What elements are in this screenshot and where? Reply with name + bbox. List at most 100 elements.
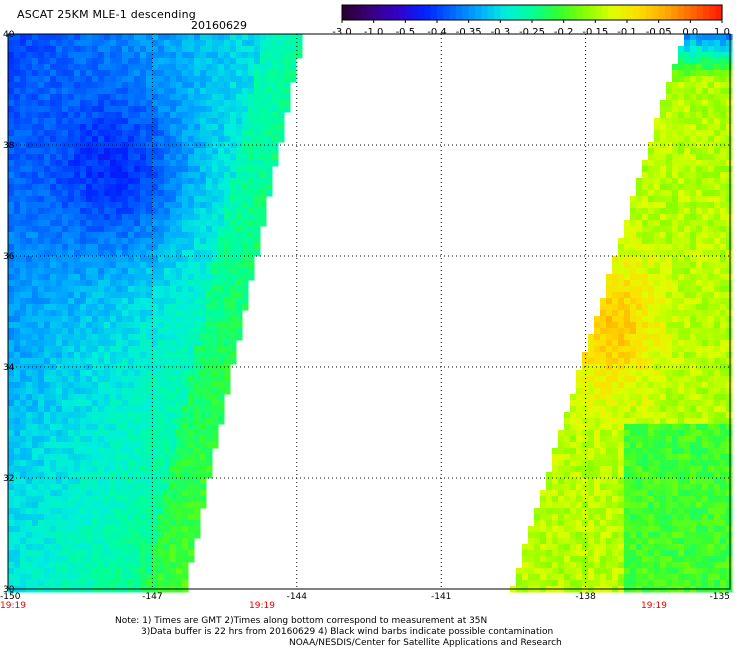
swath-cell xyxy=(32,532,39,539)
swath-cell xyxy=(140,370,147,377)
swath-cell xyxy=(50,286,57,293)
swath-cell xyxy=(116,208,123,215)
swath-cell xyxy=(266,124,273,131)
swath-cell xyxy=(212,310,219,317)
swath-cell xyxy=(110,388,117,395)
swath-cell xyxy=(104,286,111,293)
swath-cell xyxy=(134,466,141,473)
swath-cell xyxy=(20,358,27,365)
swath-cell xyxy=(242,190,249,197)
swath-cell xyxy=(684,94,691,101)
swath-cell xyxy=(624,370,631,377)
colorbar-swatch xyxy=(437,5,444,20)
swath-cell xyxy=(8,448,15,455)
swath-cell xyxy=(104,490,111,497)
swath-cell xyxy=(92,370,99,377)
swath-cell xyxy=(110,514,117,521)
swath-cell xyxy=(182,382,189,389)
swath-cell xyxy=(38,148,45,155)
swath-cell xyxy=(666,328,673,335)
swath-cell xyxy=(708,250,715,257)
swath-cell xyxy=(672,106,679,113)
swath-cell xyxy=(678,130,685,137)
swath-cell xyxy=(278,40,285,47)
swath-cell xyxy=(50,418,57,425)
swath-cell xyxy=(176,172,183,179)
swath-cell xyxy=(26,334,33,341)
swath-cell xyxy=(212,436,219,443)
swath-cell xyxy=(672,124,679,131)
swath-cell xyxy=(92,304,99,311)
swath-cell xyxy=(152,358,159,365)
swath-cell xyxy=(62,52,69,59)
swath-cell xyxy=(212,82,219,89)
swath-cell xyxy=(218,112,225,119)
swath-cell xyxy=(230,154,237,161)
swath-cell xyxy=(696,232,703,239)
swath-cell xyxy=(182,364,189,371)
swath-cell xyxy=(272,52,279,59)
swath-cell xyxy=(708,64,715,71)
swath-cell xyxy=(86,442,93,449)
swath-cell xyxy=(98,220,105,227)
swath-cell xyxy=(98,160,105,167)
swath-cell xyxy=(140,346,147,353)
swath-cell xyxy=(206,352,213,359)
swath-cell xyxy=(200,238,207,245)
swath-cell xyxy=(708,334,715,341)
swath-cell xyxy=(188,142,195,149)
swath-cell xyxy=(708,148,715,155)
swath-cell xyxy=(636,196,643,203)
swath-cell xyxy=(206,412,213,419)
swath-cell xyxy=(690,202,697,209)
swath-cell xyxy=(678,412,685,419)
swath-cell xyxy=(62,118,69,125)
swath-cell xyxy=(612,358,619,365)
swath-cell xyxy=(248,52,255,59)
swath-cell xyxy=(606,400,613,407)
swath-cell xyxy=(170,526,177,533)
swath-cell xyxy=(128,406,135,413)
swath-cell xyxy=(672,376,679,383)
swath-cell xyxy=(122,70,129,77)
swath-cell xyxy=(134,58,141,65)
swath-cell xyxy=(708,406,715,413)
swath-cell xyxy=(26,352,33,359)
swath-cell xyxy=(20,232,27,239)
swath-cell xyxy=(678,208,685,215)
swath-cell xyxy=(588,370,595,377)
swath-cell xyxy=(618,268,625,275)
swath-cell xyxy=(624,382,631,389)
swath-cell xyxy=(248,64,255,71)
swath-cell xyxy=(98,286,105,293)
swath-cell xyxy=(86,106,93,113)
swath-cell xyxy=(218,136,225,143)
swath-cell xyxy=(176,166,183,173)
swath-cell xyxy=(158,178,165,185)
swath-cell xyxy=(690,316,697,323)
swath-cell xyxy=(86,226,93,233)
swath-cell xyxy=(630,400,637,407)
swath-cell xyxy=(128,388,135,395)
swath-cell xyxy=(56,130,63,137)
swath-cell xyxy=(206,430,213,437)
swath-cell xyxy=(218,52,225,59)
swath-cell xyxy=(14,508,21,515)
swath-cell xyxy=(104,406,111,413)
swath-cell xyxy=(50,202,57,209)
swath-cell xyxy=(32,184,39,191)
swath-cell xyxy=(612,400,619,407)
swath-cell xyxy=(170,514,177,521)
swath-cell xyxy=(188,442,195,449)
swath-cell xyxy=(38,478,45,485)
swath-cell xyxy=(80,46,87,53)
swath-cell xyxy=(116,76,123,83)
swath-cell xyxy=(206,148,213,155)
swath-cell xyxy=(104,322,111,329)
swath-cell xyxy=(8,352,15,359)
swath-cell xyxy=(642,244,649,251)
swath-cell xyxy=(272,82,279,89)
swath-cell xyxy=(50,340,57,347)
swath-cell xyxy=(32,430,39,437)
swath-cell xyxy=(8,148,15,155)
